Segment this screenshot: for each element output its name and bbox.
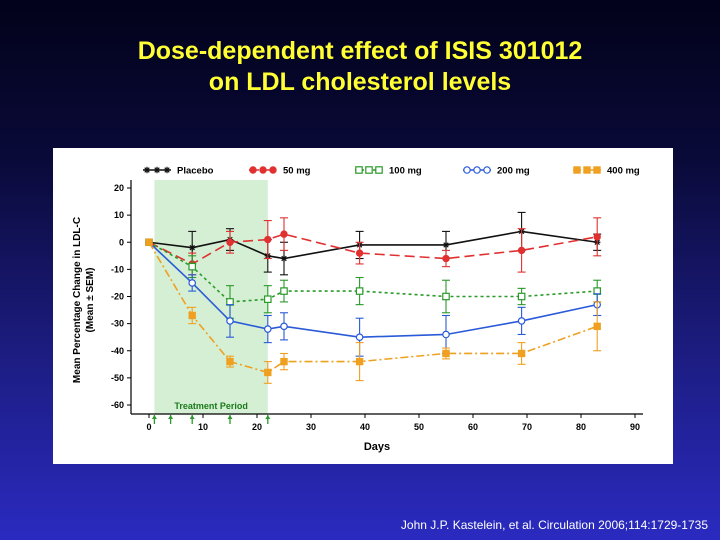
x-tick-label: 50 xyxy=(414,422,424,432)
y-tick-label: -60 xyxy=(111,400,124,410)
data-point-200-mg xyxy=(355,333,364,341)
legend-label-400-mg: 400 mg xyxy=(607,166,640,177)
legend-marker-100-mg xyxy=(355,166,363,174)
x-tick-label: 20 xyxy=(252,422,262,432)
data-point-placebo xyxy=(280,255,288,262)
data-point-50-mg xyxy=(593,233,601,241)
y-tick-label: -50 xyxy=(111,373,124,383)
data-point-200-mg xyxy=(188,279,197,287)
data-point-placebo xyxy=(442,241,450,249)
legend-marker-placebo xyxy=(143,166,151,174)
dosing-arrow-head xyxy=(227,415,233,419)
data-point-400-mg xyxy=(442,349,450,358)
treatment-period-label: Treatment Period xyxy=(174,401,248,411)
y-tick-label: 0 xyxy=(119,237,124,247)
data-point-100-mg xyxy=(264,295,272,304)
x-tick-label: 30 xyxy=(306,422,316,432)
dosing-arrow-head xyxy=(168,415,174,419)
slide-title: Dose-dependent effect of ISIS 301012 on … xyxy=(0,36,720,98)
y-axis-label: Mean Percentage Change in LDL-C xyxy=(72,217,83,383)
x-tick-label: 60 xyxy=(468,422,478,432)
series-line-50-mg xyxy=(148,233,598,265)
x-tick-label: 0 xyxy=(146,422,151,432)
data-point-100-mg xyxy=(442,292,450,301)
y-tick-label: -20 xyxy=(111,292,124,302)
data-point-50-mg xyxy=(442,254,450,263)
data-point-50-mg xyxy=(264,235,272,244)
x-tick-label: 80 xyxy=(576,422,586,432)
treatment-period-band xyxy=(154,180,268,414)
data-point-100-mg xyxy=(280,287,288,295)
y-tick-label: -30 xyxy=(111,319,124,329)
chart-panel: Treatment Period 20 10 0 -10 -20 -30 -40 -50 -60 0… xyxy=(53,148,673,464)
data-point-400-mg xyxy=(280,357,288,366)
data-point-200-mg xyxy=(517,317,526,325)
data-point-placebo xyxy=(189,244,196,251)
data-point-400-mg xyxy=(188,311,196,320)
y-tick-label: -40 xyxy=(111,346,124,356)
data-point-400-mg xyxy=(517,349,526,358)
legend-marker-50-mg xyxy=(269,166,277,174)
legend-label-placebo: Placebo xyxy=(177,166,214,177)
data-point-400-mg xyxy=(264,368,272,377)
data-point-50-mg xyxy=(280,230,288,238)
x-tick-label: 90 xyxy=(630,422,640,432)
data-point-200-mg xyxy=(226,317,234,325)
title-line-1: Dose-dependent effect of ISIS 301012 xyxy=(137,37,583,65)
data-point-100-mg xyxy=(517,292,526,301)
data-point-200-mg xyxy=(280,322,288,331)
legend-marker-400-mg xyxy=(573,166,581,174)
legend-marker-200-mg xyxy=(473,166,481,174)
legend-marker-200-mg xyxy=(483,166,491,174)
legend-label-50-mg: 50 mg xyxy=(283,166,311,177)
legend-label-100-mg: 100 mg xyxy=(389,166,422,177)
x-tick-label: 70 xyxy=(522,422,532,432)
data-point-50-mg xyxy=(226,238,234,246)
legend-marker-placebo xyxy=(153,166,161,174)
data-point-50-mg xyxy=(355,249,364,257)
dosing-arrow-head xyxy=(265,415,271,419)
x-tick-label: 10 xyxy=(198,422,208,432)
title-line-2: on LDL cholesterol levels xyxy=(208,68,512,96)
legend-marker-400-mg xyxy=(583,166,591,174)
legend-marker-100-mg xyxy=(375,166,383,174)
y-tick-label: 10 xyxy=(114,210,124,220)
dosing-arrow-head xyxy=(151,415,157,419)
y-tick-label: 20 xyxy=(114,183,124,193)
dosing-arrow-head xyxy=(189,415,195,419)
citation: John J.P. Kastelein, et al. Circulation … xyxy=(400,518,708,532)
ldl-chart: Treatment Period 20 10 0 -10 -20 -30 -40 -50 -60 0… xyxy=(72,166,643,453)
data-point-200-mg xyxy=(264,325,272,333)
data-point-100-mg xyxy=(355,287,364,295)
legend-marker-200-mg xyxy=(463,166,471,174)
data-point-100-mg xyxy=(188,262,197,271)
x-tick-label: 40 xyxy=(360,422,370,432)
legend-marker-100-mg xyxy=(365,166,373,174)
data-point-50-mg xyxy=(517,246,526,255)
data-point-400-mg xyxy=(593,322,601,331)
legend-marker-50-mg xyxy=(259,166,267,174)
data-point-200-mg xyxy=(442,330,450,339)
data-point-400-mg xyxy=(145,238,153,246)
data-point-400-mg xyxy=(226,357,234,366)
legend-marker-50-mg xyxy=(249,166,257,174)
data-point-400-mg xyxy=(355,357,364,366)
legend-label-200-mg: 200 mg xyxy=(497,166,530,177)
legend-marker-400-mg xyxy=(593,166,601,174)
x-axis-label: Days xyxy=(364,441,390,453)
legend-marker-placebo xyxy=(163,166,171,174)
y-axis-label-sub: (Mean ± SEM) xyxy=(85,268,96,333)
y-tick-label: -10 xyxy=(111,264,124,274)
